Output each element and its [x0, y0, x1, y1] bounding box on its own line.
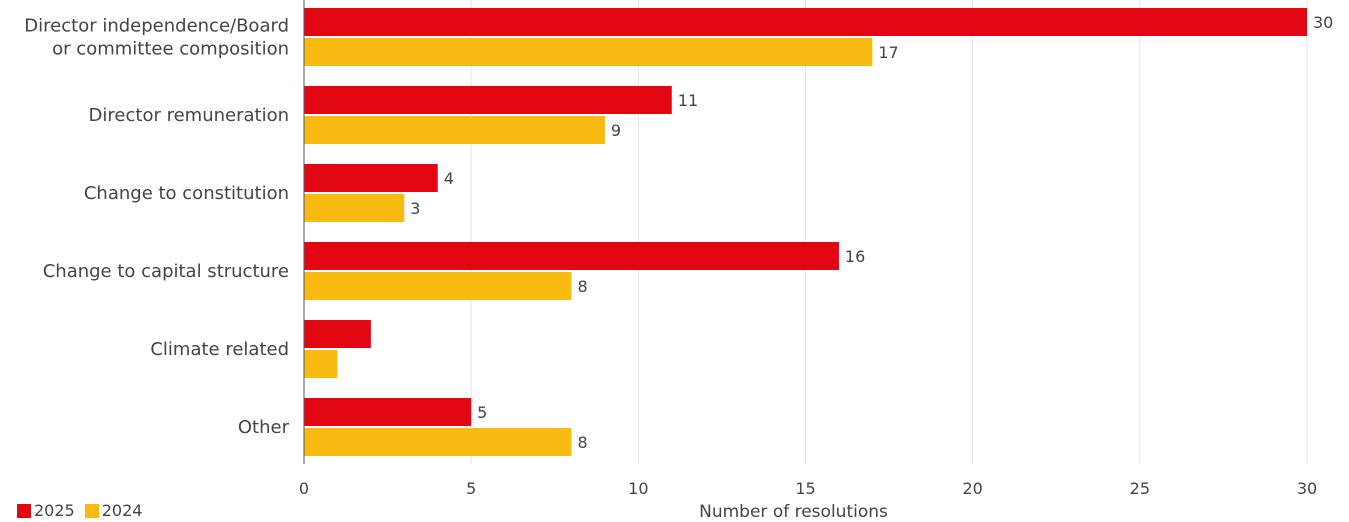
category-label-5-0: Other: [238, 417, 290, 438]
data-label-2024-3: 8: [577, 277, 587, 296]
legend-item-2025: 2025: [17, 501, 75, 520]
bar-2024-0: [304, 38, 873, 66]
x-tick-label-25: 25: [1130, 479, 1150, 498]
x-tick-label-10: 10: [628, 479, 648, 498]
bar-2024-2: [304, 194, 405, 222]
x-tick-label-30: 30: [1297, 479, 1317, 498]
x-tick-label-5: 5: [466, 479, 476, 498]
legend-swatch-2024: [84, 503, 99, 518]
data-label-2025-3: 16: [845, 247, 865, 266]
data-label-2025-5: 5: [477, 403, 487, 422]
bar-2025-0: [304, 8, 1307, 36]
bar-2024-1: [304, 116, 605, 144]
category-label-4-0: Climate related: [150, 339, 289, 360]
category-label-1-0: Director remuneration: [89, 105, 289, 126]
data-label-2025-0: 30: [1313, 13, 1333, 32]
bar-2024-4: [304, 350, 338, 378]
data-label-2024-2: 3: [410, 199, 420, 218]
legend-item-2024: 2024: [84, 501, 143, 520]
bar-2024-3: [304, 272, 572, 300]
x-tick-label-0: 0: [299, 479, 309, 498]
category-label-0-0: Director independence/Board: [24, 16, 289, 37]
bar-2025-2: [304, 164, 438, 192]
category-label-3-0: Change to capital structure: [43, 261, 289, 282]
bar-2025-5: [304, 398, 472, 426]
bar-2024-5: [304, 428, 572, 456]
x-axis-title: Number of resolutions: [699, 502, 888, 522]
data-label-2025-1: 11: [678, 91, 698, 110]
x-tick-label-20: 20: [962, 479, 982, 498]
data-label-2024-5: 8: [577, 433, 587, 452]
legend-label-2024: 2024: [101, 501, 143, 520]
bar-2025-1: [304, 86, 672, 114]
bar-2025-4: [304, 320, 371, 348]
data-label-2024-0: 17: [878, 43, 898, 62]
legend-swatch-2025: [17, 503, 31, 518]
data-label-2025-2: 4: [444, 169, 454, 188]
category-label-0-1: or committee composition: [52, 39, 289, 60]
x-tick-label-15: 15: [795, 479, 815, 498]
legend-label-2025: 2025: [34, 501, 75, 520]
data-label-2024-1: 9: [611, 121, 621, 140]
legend: 2025 2024: [17, 501, 152, 520]
category-label-2-0: Change to constitution: [84, 183, 289, 204]
bar-2025-3: [304, 242, 839, 270]
